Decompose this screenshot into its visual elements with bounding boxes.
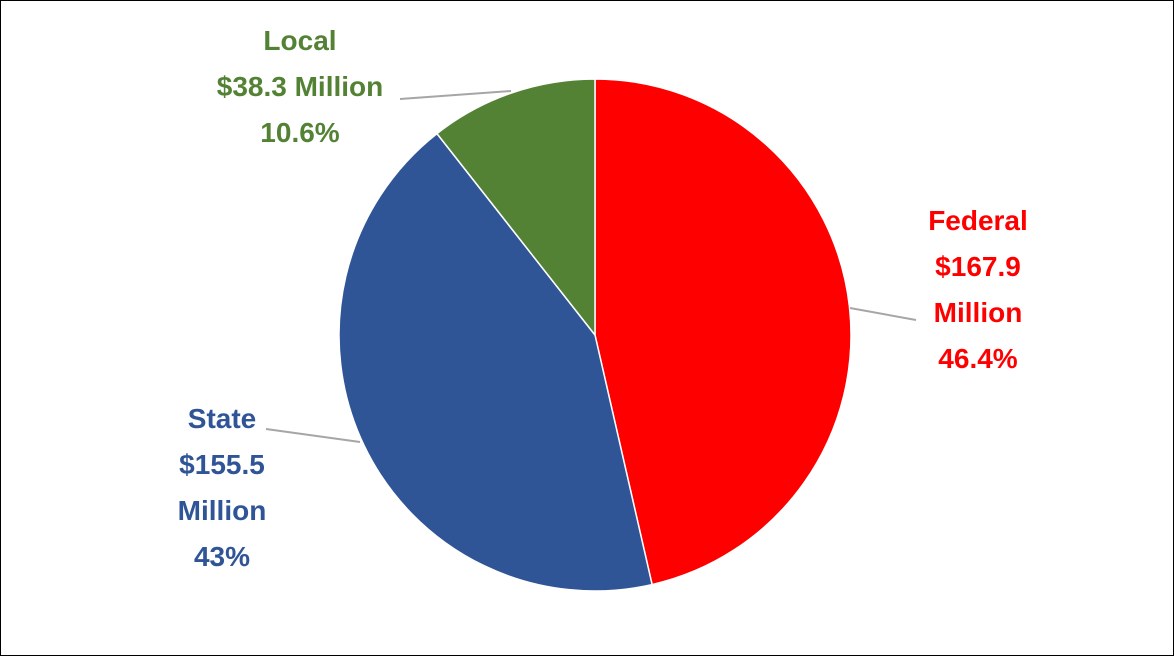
data-label-local: Local $38.3 Million 10.6% [217,25,384,148]
data-label-line: Local [263,25,336,56]
data-label-line: Million [178,495,267,526]
leader-line-federal [849,307,917,321]
data-label-line: $38.3 Million [217,71,384,102]
data-label-federal: Federal $167.9 Million 46.4% [928,205,1028,374]
data-label-line: State [188,403,256,434]
pie-slices [338,78,852,592]
leader-line-local [399,90,512,100]
pie-slice-state [338,132,654,592]
data-labels: Federal $167.9 Million 46.4% State $155.5 Mill… [178,25,1028,572]
pie-slice-federal [594,78,852,586]
data-label-state: State $155.5 Million 43% [178,403,267,572]
data-label-line: 43% [194,541,250,572]
pie-slice-local [435,78,596,338]
data-label-line: Million [934,297,1023,328]
data-label-line: $155.5 [179,449,265,480]
data-label-line: Federal [928,205,1028,236]
leader-lines [265,90,917,443]
leader-line-state [265,428,361,443]
data-label-line: $167.9 [935,251,1021,282]
data-label-line: 10.6% [260,117,339,148]
data-label-line: 46.4% [938,343,1017,374]
